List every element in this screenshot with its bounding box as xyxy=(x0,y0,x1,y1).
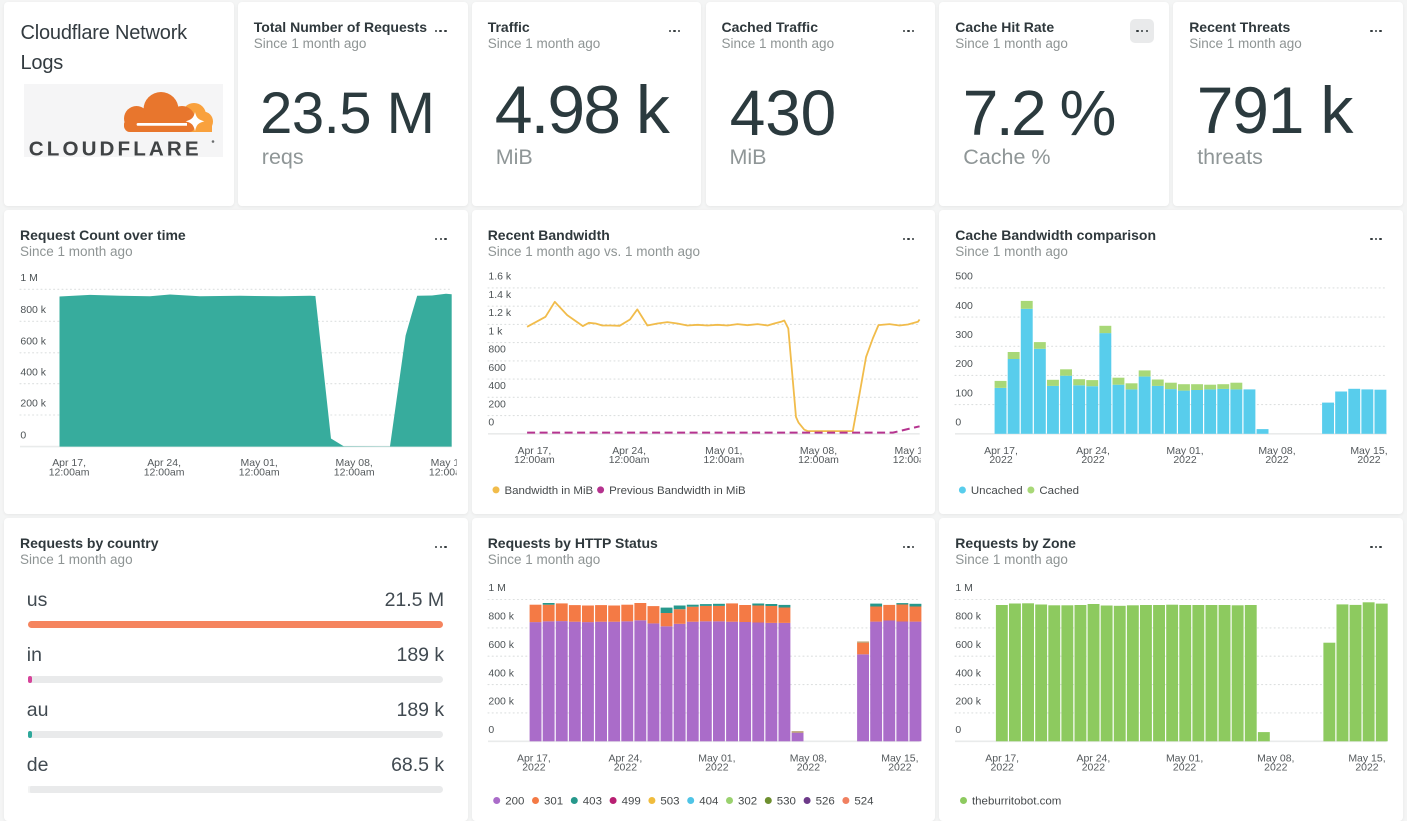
svg-text:530: 530 xyxy=(776,796,795,808)
svg-text:0: 0 xyxy=(956,417,962,428)
svg-text:12:00am: 12:00am xyxy=(49,468,90,479)
svg-text:May 15,: May 15, xyxy=(1351,446,1388,457)
svg-text:2022: 2022 xyxy=(1358,455,1381,466)
svg-text:2022: 2022 xyxy=(1174,455,1197,466)
svg-text:Apr 24,: Apr 24, xyxy=(1077,753,1111,764)
svg-text:2022: 2022 xyxy=(1082,455,1105,466)
svg-text:May 08,: May 08, xyxy=(1259,446,1296,457)
svg-text:400: 400 xyxy=(488,381,506,392)
svg-text:300: 300 xyxy=(956,330,974,341)
svg-text:Cached: Cached xyxy=(1040,485,1080,497)
svg-text:12:00am: 12:00am xyxy=(608,455,649,466)
svg-text:600: 600 xyxy=(488,363,506,374)
svg-text:12:00am: 12:00am xyxy=(514,455,555,466)
svg-text:200: 200 xyxy=(505,796,524,808)
svg-text:May 08,: May 08, xyxy=(800,446,837,457)
svg-text:800 k: 800 k xyxy=(956,612,982,623)
svg-text:2022: 2022 xyxy=(613,763,636,774)
svg-text:500: 500 xyxy=(956,272,974,283)
svg-text:503: 503 xyxy=(660,796,679,808)
svg-text:400: 400 xyxy=(956,301,974,312)
svg-text:May 01,: May 01, xyxy=(241,458,278,469)
svg-text:200: 200 xyxy=(956,359,974,370)
svg-text:12:00am: 12:00am xyxy=(703,455,744,466)
svg-text:12:00am: 12:00am xyxy=(892,455,933,466)
svg-text:May 08,: May 08, xyxy=(1257,753,1294,764)
svg-text:Apr 17,: Apr 17, xyxy=(52,458,86,469)
svg-text:May 15,: May 15, xyxy=(431,458,468,469)
svg-text:Apr 24,: Apr 24, xyxy=(612,446,646,457)
svg-text:Previous Bandwidth in MiB: Previous Bandwidth in MiB xyxy=(609,485,746,497)
svg-text:1.4 k: 1.4 k xyxy=(488,290,511,301)
svg-text:12:00am: 12:00am xyxy=(239,468,280,479)
svg-text:Uncached: Uncached xyxy=(971,485,1023,497)
svg-text:800: 800 xyxy=(488,345,506,356)
svg-text:2022: 2022 xyxy=(1082,763,1105,774)
svg-text:400 k: 400 k xyxy=(488,668,514,679)
svg-text:May 01,: May 01, xyxy=(698,753,735,764)
svg-text:Apr 17,: Apr 17, xyxy=(517,446,551,457)
svg-text:200: 200 xyxy=(488,399,506,410)
svg-text:600 k: 600 k xyxy=(956,640,982,651)
svg-text:0: 0 xyxy=(956,725,962,736)
svg-text:Apr 17,: Apr 17, xyxy=(517,753,551,764)
svg-text:400 k: 400 k xyxy=(956,668,982,679)
svg-text:2022: 2022 xyxy=(991,763,1014,774)
svg-text:800 k: 800 k xyxy=(488,612,514,623)
svg-text:2022: 2022 xyxy=(705,763,728,774)
svg-text:May 15,: May 15, xyxy=(1349,753,1386,764)
svg-text:1 M: 1 M xyxy=(20,273,37,284)
svg-text:May 01,: May 01, xyxy=(705,446,742,457)
svg-text:2022: 2022 xyxy=(990,455,1013,466)
svg-text:CLOUDFLARE: CLOUDFLARE xyxy=(29,137,202,156)
svg-text:1 M: 1 M xyxy=(956,583,973,594)
svg-text:600 k: 600 k xyxy=(20,337,46,348)
svg-text:12:00am: 12:00am xyxy=(144,468,185,479)
svg-text:May 15,: May 15, xyxy=(894,446,931,457)
svg-text:400 k: 400 k xyxy=(20,367,46,378)
svg-text:Bandwidth in MiB: Bandwidth in MiB xyxy=(504,485,593,497)
svg-text:12:00am: 12:00am xyxy=(429,468,468,479)
svg-text:200 k: 200 k xyxy=(956,697,982,708)
svg-text:Apr 24,: Apr 24, xyxy=(1076,446,1110,457)
svg-text:2022: 2022 xyxy=(1356,763,1379,774)
svg-text:theburritobot.com: theburritobot.com xyxy=(972,796,1061,808)
svg-text:May 08,: May 08, xyxy=(789,753,826,764)
svg-text:100: 100 xyxy=(956,388,974,399)
svg-text:526: 526 xyxy=(815,796,834,808)
svg-text:2022: 2022 xyxy=(796,763,819,774)
svg-text:Apr 17,: Apr 17, xyxy=(984,446,1018,457)
svg-text:301: 301 xyxy=(544,796,563,808)
svg-text:404: 404 xyxy=(699,796,719,808)
svg-text:600 k: 600 k xyxy=(488,640,514,651)
svg-text:2022: 2022 xyxy=(1264,763,1287,774)
svg-text:Apr 24,: Apr 24, xyxy=(608,753,642,764)
svg-text:May 08,: May 08, xyxy=(336,458,373,469)
svg-text:2022: 2022 xyxy=(1173,763,1196,774)
svg-text:302: 302 xyxy=(738,796,757,808)
svg-text:May 15,: May 15, xyxy=(881,753,918,764)
svg-text:0: 0 xyxy=(20,430,26,441)
svg-text:0: 0 xyxy=(488,725,494,736)
svg-text:Apr 17,: Apr 17, xyxy=(986,753,1020,764)
svg-text:May 01,: May 01, xyxy=(1167,446,1204,457)
svg-text:2022: 2022 xyxy=(1266,455,1289,466)
svg-text:12:00am: 12:00am xyxy=(798,455,839,466)
svg-text:12:00am: 12:00am xyxy=(334,468,375,479)
svg-text:Apr 24,: Apr 24, xyxy=(147,458,181,469)
svg-text:2022: 2022 xyxy=(522,763,545,774)
svg-text:800 k: 800 k xyxy=(20,305,46,316)
svg-text:524: 524 xyxy=(854,796,874,808)
svg-text:499: 499 xyxy=(621,796,640,808)
svg-text:200 k: 200 k xyxy=(20,399,46,410)
svg-text:1 M: 1 M xyxy=(488,583,505,594)
svg-text:200 k: 200 k xyxy=(488,697,514,708)
svg-text:1.2 k: 1.2 k xyxy=(488,308,511,319)
svg-text:1 k: 1 k xyxy=(488,326,503,337)
svg-text:1.6 k: 1.6 k xyxy=(488,272,511,283)
svg-text:0: 0 xyxy=(488,417,494,428)
svg-text:2022: 2022 xyxy=(888,763,911,774)
svg-text:May 01,: May 01, xyxy=(1166,753,1203,764)
svg-text:403: 403 xyxy=(582,796,601,808)
